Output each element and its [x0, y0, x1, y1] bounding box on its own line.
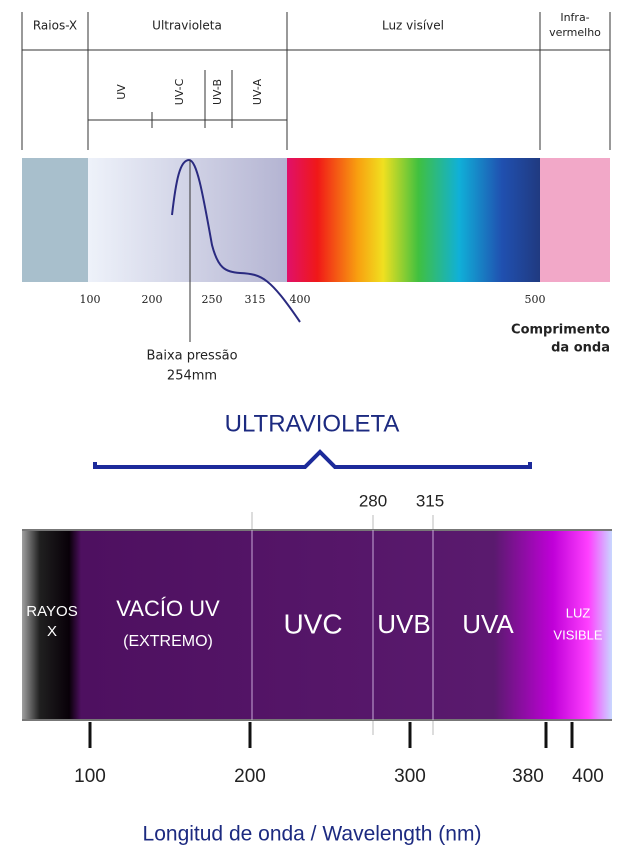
bracket: [93, 449, 532, 469]
visible-band: [287, 158, 540, 282]
region-label: VACÍO UV: [116, 596, 220, 621]
header: Ultravioleta: [152, 19, 222, 33]
upper-tick-label: 315: [416, 491, 444, 510]
region-label: VISIBLE: [553, 627, 602, 642]
sub-band: UV-C: [173, 78, 186, 105]
region-label: X: [47, 623, 57, 640]
header: vermelho: [549, 26, 601, 39]
sub-band: UV: [115, 84, 128, 100]
sub-band: UV-B: [211, 79, 224, 105]
tick-label: 100: [74, 766, 106, 787]
tick-label: 500: [525, 293, 546, 306]
tick-label: 315: [245, 293, 266, 306]
uv-band: [22, 530, 612, 720]
axis-label: Longitud de onda / Wavelength (nm): [143, 823, 482, 846]
tick-label: 100: [80, 293, 101, 306]
uv-band: [88, 158, 287, 282]
tick-label: 300: [394, 766, 426, 787]
infrared-band: [540, 158, 610, 282]
region-label: UVC: [283, 608, 342, 639]
annotation: Baixa pressão: [146, 349, 237, 364]
top-panel: [21, 12, 611, 150]
tick-label: 200: [234, 766, 266, 787]
region-label: UVA: [462, 609, 514, 639]
section-title: ULTRAVIOLETA: [225, 410, 400, 437]
upper-tick-label: 280: [359, 491, 387, 510]
sub-band: UV-A: [251, 78, 264, 105]
tick-label: 200: [142, 293, 163, 306]
header: Infra-: [560, 11, 589, 24]
axis-label: da onda: [551, 341, 610, 356]
emission-curve: [171, 158, 301, 323]
region-label: UVB: [377, 609, 430, 639]
tick-label: 250: [202, 293, 223, 306]
header: Luz visível: [382, 19, 444, 33]
tick-label: 400: [290, 293, 311, 306]
region-label: RAYOS: [26, 603, 77, 620]
xray-band: [22, 158, 88, 282]
tick-marks: [88, 722, 574, 748]
header: Raios-X: [33, 19, 77, 33]
tick-label: 400: [572, 766, 604, 787]
annotation: 254mm: [167, 369, 217, 384]
region-label: LUZ: [566, 605, 591, 620]
tick-label: 380: [512, 766, 544, 787]
region-label: (EXTREMO): [123, 633, 213, 650]
axis-label: Comprimento: [511, 323, 610, 338]
